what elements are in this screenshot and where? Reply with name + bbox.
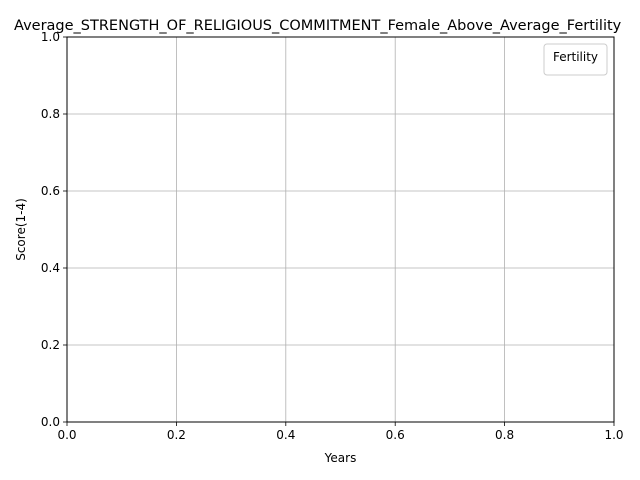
y-tick-label: 0.2 — [41, 338, 60, 352]
y-tick-label: 0.0 — [41, 415, 60, 429]
y-axis-label: Score(1-4) — [14, 198, 28, 261]
x-axis-label: Years — [324, 451, 357, 465]
legend-title: Fertility — [553, 50, 598, 64]
y-tick-label: 1.0 — [41, 30, 60, 44]
y-tick-label: 0.4 — [41, 261, 60, 275]
legend: Fertility — [543, 43, 608, 76]
x-axis-ticks: 0.0 0.2 0.4 0.6 0.8 1.0 — [57, 422, 624, 442]
y-tick-label: 0.6 — [41, 184, 60, 198]
chart-title: Average_STRENGTH_OF_RELIGIOUS_COMMITMENT… — [14, 18, 622, 34]
y-axis-ticks: 0.0 0.2 0.4 0.6 0.8 1.0 — [41, 30, 67, 429]
legend-box — [543, 43, 608, 76]
x-tick-label: 0.4 — [276, 428, 295, 442]
x-tick-label: 0.0 — [57, 428, 76, 442]
grid — [66, 36, 615, 423]
x-tick-label: 0.8 — [495, 428, 514, 442]
x-tick-label: 0.2 — [167, 428, 186, 442]
x-tick-label: 0.6 — [386, 428, 405, 442]
x-tick-label: 1.0 — [604, 428, 623, 442]
plot-frame — [66, 36, 615, 423]
y-tick-label: 0.8 — [41, 107, 60, 121]
